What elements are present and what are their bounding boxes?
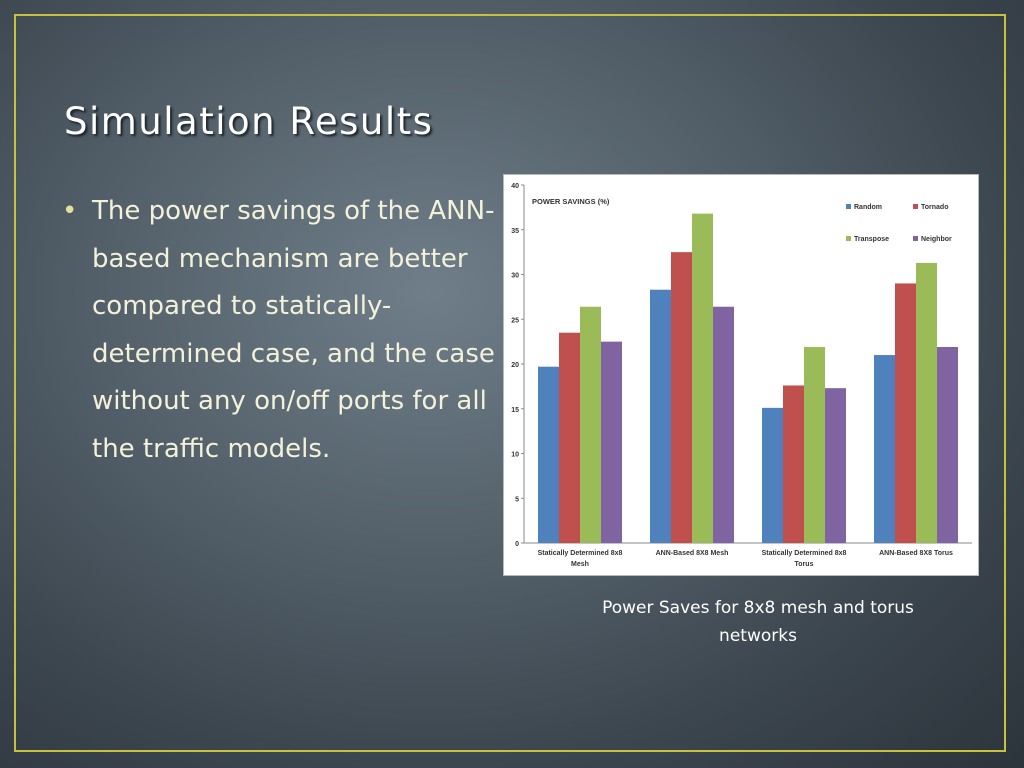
slide-frame (14, 14, 1006, 752)
bar-tornado (895, 283, 916, 543)
x-tick-label: Torus (795, 561, 814, 568)
y-tick-label: 35 (511, 228, 519, 235)
legend-swatch-transpose (846, 236, 851, 241)
bar-random (650, 289, 671, 543)
x-tick-label: Statically Determined 8x8 (538, 550, 623, 557)
x-tick-label: Mesh (571, 561, 589, 568)
x-tick-label: ANN-Based 8X8 Mesh (656, 550, 729, 557)
bar-neighbor (937, 346, 958, 543)
bar-tornado (559, 332, 580, 543)
y-tick-label: 25 (511, 317, 519, 324)
bar-random (762, 407, 783, 543)
legend-swatch-neighbor (913, 236, 918, 241)
legend-swatch-random (846, 204, 851, 209)
chart-title: POWER SAVINGS (%) (532, 197, 610, 206)
bar-transpose (692, 213, 713, 543)
bar-neighbor (713, 306, 734, 543)
bar-transpose (804, 346, 825, 543)
legend-label-transpose: Transpose (854, 236, 889, 243)
slide-title: Simulation Results (64, 100, 434, 143)
x-tick-label: ANN-Based 8X8 Torus (879, 550, 953, 557)
bullet-list: • The power savings of the ANN-based mec… (62, 188, 502, 473)
y-tick-label: 40 (511, 183, 519, 190)
bar-neighbor (601, 341, 622, 543)
bar-random (874, 355, 895, 543)
chart-container: 0 5 10 15 20 25 30 35 40 POWER SAVINGS (%) Statica… (503, 174, 979, 576)
y-tick-label: 30 (511, 273, 519, 280)
bar-random (538, 366, 559, 543)
y-tick-label: 5 (515, 496, 519, 503)
chart-caption: Power Saves for 8x8 mesh and torus netwo… (602, 598, 914, 646)
bar-neighbor (825, 388, 846, 543)
y-tick-label: 20 (511, 362, 519, 369)
y-tick-label: 0 (515, 541, 519, 548)
y-tick-label: 10 (511, 452, 519, 459)
bullet-item: • The power savings of the ANN-based mec… (62, 188, 502, 473)
legend-swatch-tornado (913, 204, 918, 209)
bar-chart: 0 5 10 15 20 25 30 35 40 POWER SAVINGS (%) Statica… (511, 183, 972, 568)
legend-label-tornado: Tornado (921, 204, 948, 211)
legend-label-neighbor: Neighbor (921, 236, 952, 243)
x-tick-label: Statically Determined 8x8 (762, 550, 847, 557)
bar-tornado (783, 385, 804, 543)
legend-label-random: Random (854, 204, 882, 211)
bar-transpose (916, 262, 937, 543)
bar-tornado (671, 252, 692, 543)
bar-transpose (580, 306, 601, 543)
bullet-marker: • (62, 196, 78, 226)
y-tick-label: 15 (511, 407, 519, 414)
bullet-text: The power savings of the ANN-based mecha… (92, 196, 495, 464)
